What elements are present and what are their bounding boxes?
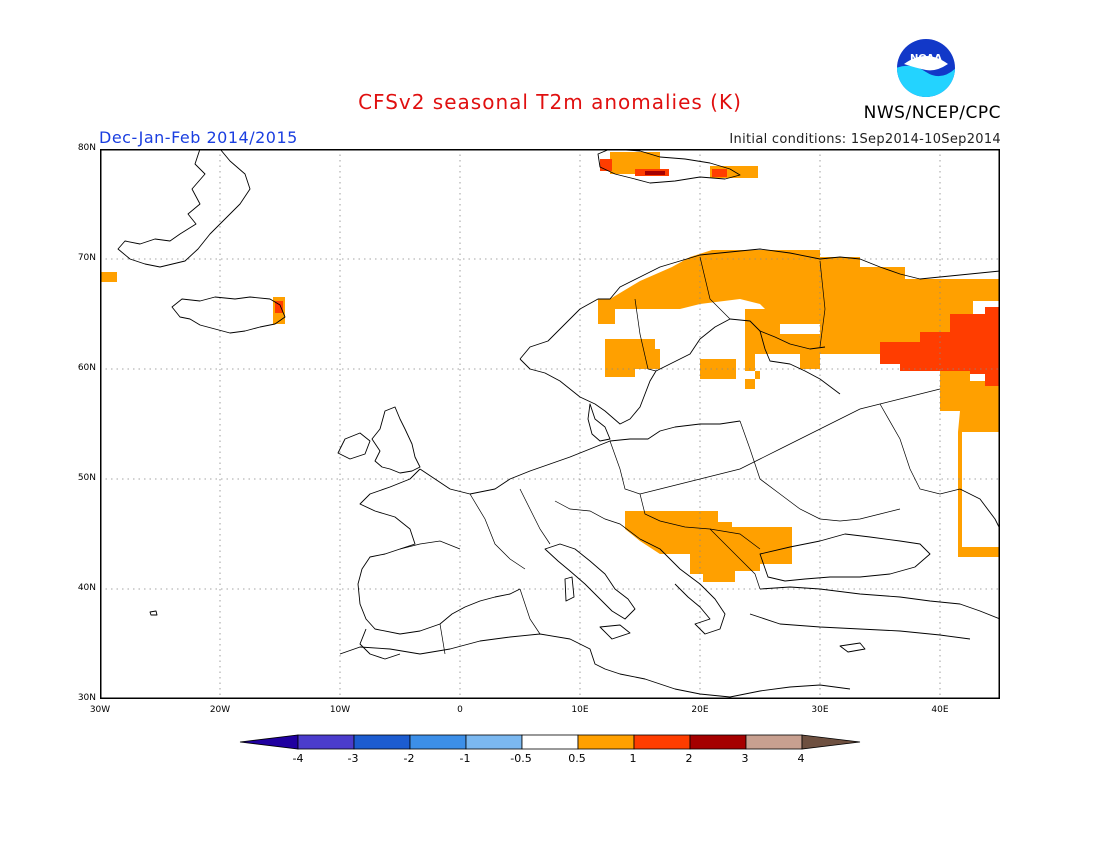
country-borders xyxy=(399,256,961,655)
colorbar-label: 3 xyxy=(741,752,749,765)
chart-title: CFSv2 seasonal T2m anomalies (K) xyxy=(358,90,742,114)
colorbar-label: -0.5 xyxy=(510,752,532,765)
lon-label: 30E xyxy=(811,705,829,715)
lon-label: 10E xyxy=(571,705,589,715)
initial-conditions: Initial conditions: 1Sep2014-10Sep2014 xyxy=(729,132,1001,147)
agency-label: NWS/NCEP/CPC xyxy=(863,103,1001,123)
lon-label: 0 xyxy=(457,705,463,715)
colorbar-label: 4 xyxy=(797,752,805,765)
colorbar-box xyxy=(297,734,355,750)
colorbar-label: -3 xyxy=(347,752,359,765)
forecast-season: Dec-Jan-Feb 2014/2015 xyxy=(99,128,298,147)
coastlines xyxy=(117,149,1000,698)
colorbar-label: -2 xyxy=(403,752,415,765)
logo-text: NOAA xyxy=(910,53,942,64)
lon-label: 20W xyxy=(209,705,231,715)
lon-label: 40E xyxy=(931,705,949,715)
lat-label: 70N xyxy=(77,253,96,263)
lon-label: 20E xyxy=(691,705,709,715)
colorbar-label: 2 xyxy=(685,752,693,765)
colorbar-label: 0.5 xyxy=(568,752,586,765)
colorbar-box xyxy=(465,734,523,750)
lat-label: 40N xyxy=(77,583,96,593)
colorbar xyxy=(239,734,861,750)
colorbar-box xyxy=(521,734,579,750)
colorbar-box xyxy=(689,734,747,750)
colorbar-box xyxy=(633,734,691,750)
anomaly-shading-2-3 xyxy=(645,171,665,175)
graticule xyxy=(100,149,1000,699)
colorbar-label: 1 xyxy=(629,752,637,765)
colorbar-label: -1 xyxy=(459,752,471,765)
colorbar-arrow-low xyxy=(239,734,299,750)
map-frame xyxy=(100,149,1000,699)
anomaly-map xyxy=(100,149,1000,699)
colorbar-arrow-high xyxy=(801,734,861,750)
lon-label: 30W xyxy=(89,705,111,715)
colorbar-box xyxy=(577,734,635,750)
noaa-logo: NOAA xyxy=(897,39,955,97)
colorbar-box xyxy=(353,734,411,750)
colorbar-label: -4 xyxy=(292,752,304,765)
anomaly-shading-0.5-1 xyxy=(100,152,1000,582)
lon-label: 10W xyxy=(329,705,351,715)
colorbar-box xyxy=(409,734,467,750)
lat-label: 30N xyxy=(77,693,96,703)
lat-label: 60N xyxy=(77,363,96,373)
lat-label: 80N xyxy=(77,143,96,153)
colorbar-box xyxy=(745,734,803,750)
lat-label: 50N xyxy=(77,473,96,483)
